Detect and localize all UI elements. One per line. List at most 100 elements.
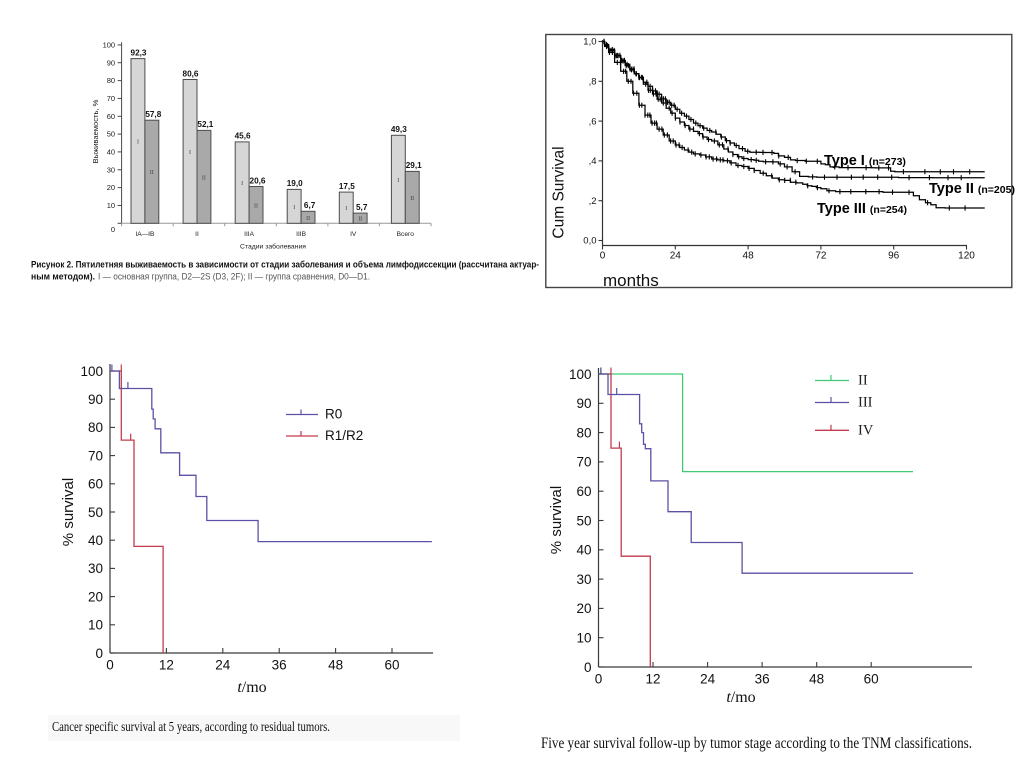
svg-text:20: 20 (88, 589, 103, 604)
svg-text:60: 60 (384, 658, 399, 673)
svg-text:60: 60 (107, 112, 115, 121)
svg-text:II: II (195, 231, 199, 238)
svg-text:0: 0 (600, 251, 606, 262)
svg-text:20: 20 (576, 601, 591, 616)
svg-text:,8: ,8 (589, 77, 597, 88)
svg-text:60: 60 (576, 484, 591, 499)
svg-text:Рисунок 2. Пятилетняя выживаем: Рисунок 2. Пятилетняя выживаемость в зав… (31, 260, 539, 270)
svg-text:II: II (306, 216, 310, 222)
svg-text:0: 0 (106, 658, 114, 673)
svg-text:Type III (n=254): Type III (n=254) (817, 201, 907, 217)
svg-text:100: 100 (80, 364, 103, 379)
svg-text:52,1: 52,1 (197, 120, 213, 129)
svg-text:II: II (858, 373, 868, 389)
svg-text:0: 0 (95, 646, 103, 661)
svg-text:24: 24 (215, 658, 231, 673)
svg-text:36: 36 (272, 658, 287, 673)
svg-text:IV: IV (350, 231, 357, 238)
svg-text:0,0: 0,0 (583, 236, 596, 247)
svg-text:48: 48 (809, 672, 824, 687)
svg-text:II: II (150, 170, 154, 176)
svg-text:70: 70 (107, 94, 115, 103)
svg-text:% survival: % survival (548, 486, 565, 554)
svg-text:19,0: 19,0 (287, 179, 303, 188)
svg-text:IIIA: IIIA (244, 231, 254, 238)
svg-text:80,6: 80,6 (183, 69, 199, 78)
svg-text:60: 60 (864, 672, 879, 687)
svg-text:72: 72 (815, 251, 827, 262)
svg-text:R0: R0 (325, 406, 342, 421)
svg-text:Type I (n=273): Type I (n=273) (824, 153, 906, 169)
svg-text:24: 24 (700, 672, 716, 687)
svg-text:100: 100 (103, 41, 116, 50)
svg-text:90: 90 (88, 392, 103, 407)
svg-text:36: 36 (755, 672, 770, 687)
svg-text:40: 40 (107, 148, 115, 157)
svg-text:80: 80 (576, 425, 591, 440)
svg-text:I: I (345, 206, 347, 212)
svg-text:R1/R2: R1/R2 (325, 428, 363, 443)
svg-text:,4: ,4 (589, 156, 597, 167)
svg-text:t/mo: t/mo (237, 679, 266, 696)
svg-text:III: III (858, 395, 873, 411)
svg-text:70: 70 (88, 448, 103, 463)
svg-text:30: 30 (88, 561, 103, 576)
svg-text:0: 0 (595, 672, 603, 687)
svg-text:96: 96 (888, 251, 900, 262)
svg-text:10: 10 (88, 618, 103, 633)
svg-text:49,3: 49,3 (391, 125, 407, 134)
svg-text:I: I (241, 181, 243, 187)
svg-text:40: 40 (88, 533, 103, 548)
svg-text:II: II (202, 175, 206, 181)
svg-text:80: 80 (88, 420, 103, 435)
svg-text:ным методом).: ным методом). (31, 272, 95, 282)
svg-text:Выживаемость, %: Выживаемость, % (91, 99, 100, 163)
svg-text:50: 50 (88, 505, 103, 520)
svg-text:20,6: 20,6 (250, 176, 266, 185)
svg-text:0: 0 (111, 225, 115, 234)
svg-text:Всего: Всего (397, 231, 415, 238)
svg-text:30: 30 (576, 572, 591, 587)
svg-text:60: 60 (88, 477, 103, 492)
svg-text:I: I (189, 150, 191, 156)
svg-text:II: II (254, 203, 258, 209)
svg-text:29,1: 29,1 (406, 161, 422, 170)
svg-text:90: 90 (107, 58, 115, 67)
svg-text:10: 10 (576, 631, 591, 646)
svg-text:45,6: 45,6 (235, 132, 251, 141)
svg-text:Type II (n=205): Type II (n=205) (929, 181, 1015, 197)
svg-text:12: 12 (645, 672, 660, 687)
svg-text:6,7: 6,7 (304, 201, 316, 210)
svg-text:20: 20 (107, 183, 115, 192)
svg-text:48: 48 (328, 658, 343, 673)
svg-text:Five year survival follow-up b: Five year survival follow-up by tumor st… (541, 735, 972, 752)
svg-text:70: 70 (576, 455, 591, 470)
svg-text:Стадии заболевания: Стадии заболевания (240, 242, 306, 250)
svg-text:months: months (603, 271, 659, 290)
svg-text:90: 90 (576, 396, 591, 411)
svg-text:II: II (358, 217, 362, 223)
svg-text:57,8: 57,8 (145, 110, 161, 119)
svg-text:I — основная группа, D2—2S (D3: I — основная группа, D2—2S (D3, 2F); II … (98, 272, 370, 282)
svg-text:30: 30 (107, 165, 115, 174)
svg-text:IV: IV (858, 423, 874, 439)
svg-text:100: 100 (569, 367, 592, 382)
svg-text:Cum Survival: Cum Survival (551, 146, 568, 238)
svg-text:5,7: 5,7 (356, 203, 368, 212)
svg-text:1,0: 1,0 (583, 37, 596, 48)
svg-text:I: I (397, 178, 399, 184)
svg-text:10: 10 (107, 201, 115, 210)
svg-text:40: 40 (576, 543, 591, 558)
svg-text:0: 0 (584, 660, 592, 675)
svg-text:t/mo: t/mo (726, 689, 755, 706)
svg-text:80: 80 (107, 76, 115, 85)
svg-text:% survival: % survival (60, 478, 77, 546)
svg-text:I: I (137, 140, 139, 146)
svg-text:12: 12 (159, 658, 174, 673)
svg-text:17,5: 17,5 (339, 182, 355, 191)
svg-text:48: 48 (743, 251, 755, 262)
svg-text:50: 50 (576, 513, 591, 528)
svg-text:IIIB: IIIB (296, 231, 306, 238)
svg-text:92,3: 92,3 (131, 48, 147, 57)
svg-text:,2: ,2 (589, 196, 597, 207)
